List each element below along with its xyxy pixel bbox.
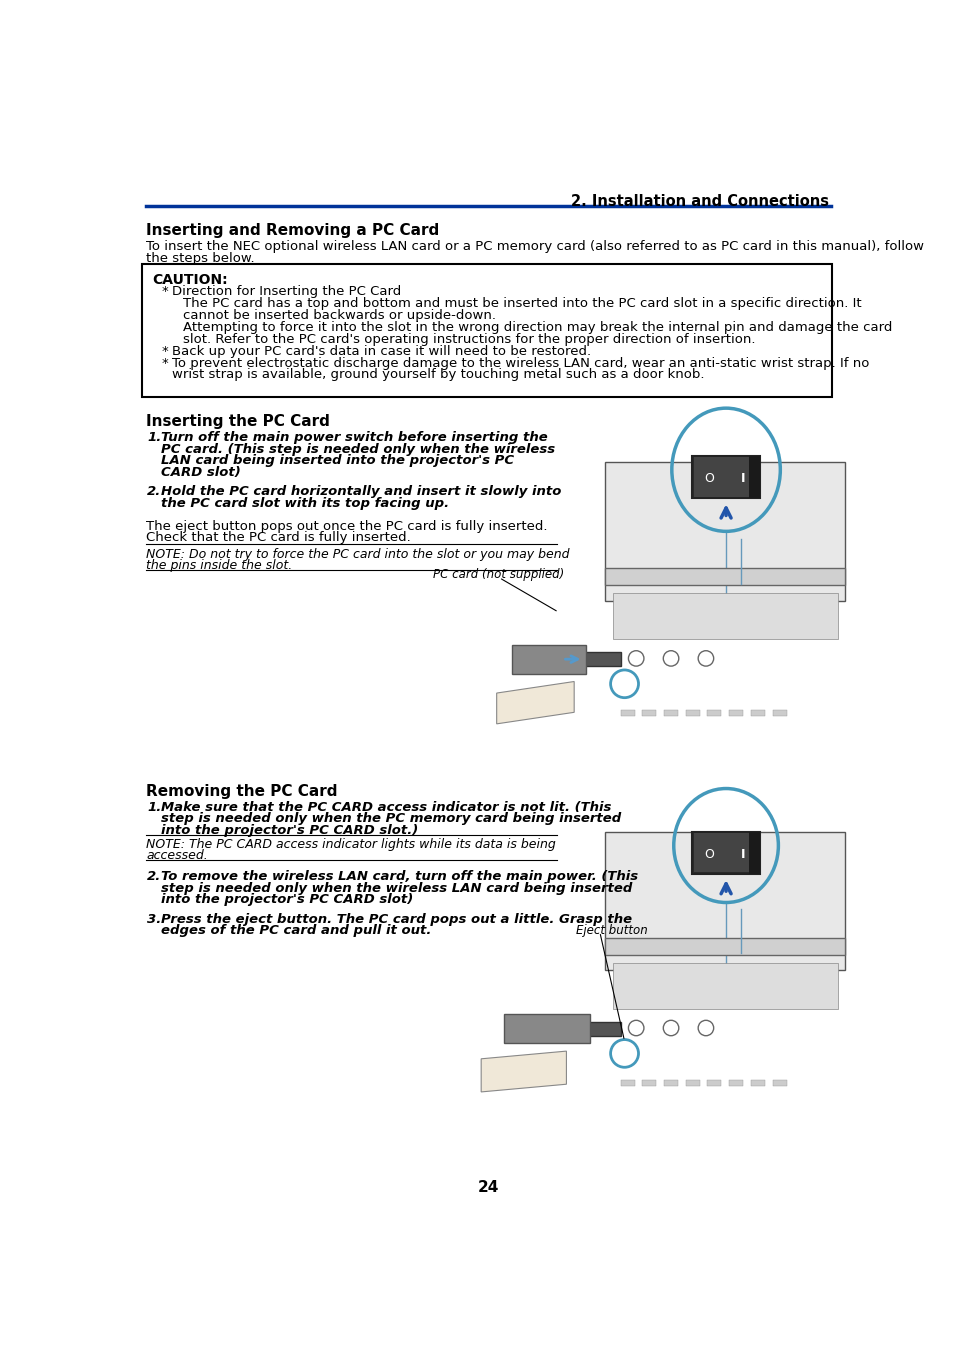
Bar <box>612 593 837 639</box>
Bar <box>663 710 678 716</box>
Bar <box>604 832 844 971</box>
Bar <box>750 1080 764 1085</box>
Text: PC card. (This step is needed only when the wireless: PC card. (This step is needed only when … <box>161 442 555 456</box>
Text: Make sure that the PC CARD access indicator is not lit. (This: Make sure that the PC CARD access indica… <box>161 801 611 814</box>
Text: 1.: 1. <box>147 431 161 445</box>
Bar <box>772 1080 785 1085</box>
Text: wrist strap is available, ground yourself by touching metal such as a door knob.: wrist strap is available, ground yoursel… <box>172 368 703 381</box>
Text: CARD slot): CARD slot) <box>161 466 240 479</box>
Text: NOTE: Do not try to force the PC card into the slot or you may bend: NOTE: Do not try to force the PC card in… <box>146 547 569 561</box>
Bar <box>685 710 699 716</box>
Polygon shape <box>480 1051 566 1092</box>
Text: *: * <box>161 284 168 298</box>
Bar <box>578 1022 620 1035</box>
Polygon shape <box>497 682 574 724</box>
Bar <box>578 652 620 666</box>
Text: accessed.: accessed. <box>146 849 208 863</box>
Text: CAUTION:: CAUTION: <box>152 272 227 287</box>
Bar <box>604 462 844 601</box>
Text: To prevent electrostatic discharge damage to the wireless LAN card, wear an anti: To prevent electrostatic discharge damag… <box>172 357 868 369</box>
Text: 1.: 1. <box>147 801 161 814</box>
Text: Turn off the main power switch before inserting the: Turn off the main power switch before in… <box>161 431 547 445</box>
Bar <box>728 710 742 716</box>
Bar <box>728 1080 742 1085</box>
Bar <box>641 1080 656 1085</box>
Text: NOTE: The PC CARD access indicator lights while its data is being: NOTE: The PC CARD access indicator light… <box>146 838 556 851</box>
Text: Inserting the PC Card: Inserting the PC Card <box>146 414 330 429</box>
Bar <box>604 569 844 585</box>
Text: the pins inside the slot.: the pins inside the slot. <box>146 559 293 572</box>
Text: To remove the wireless LAN card, turn off the main power. (This: To remove the wireless LAN card, turn of… <box>161 871 638 883</box>
Text: O: O <box>703 472 713 485</box>
Text: *: * <box>161 345 168 359</box>
Bar <box>620 1080 634 1085</box>
Text: PC card (not supplied): PC card (not supplied) <box>433 569 564 581</box>
Text: I: I <box>740 848 744 861</box>
Bar <box>772 710 785 716</box>
Bar <box>685 1080 699 1085</box>
Text: 2. Installation and Connections: 2. Installation and Connections <box>571 194 828 209</box>
Text: Removing the PC Card: Removing the PC Card <box>146 785 337 799</box>
Text: 24: 24 <box>477 1180 499 1194</box>
Bar <box>693 457 748 496</box>
Text: into the projector's PC CARD slot.): into the projector's PC CARD slot.) <box>161 824 418 837</box>
Text: The eject button pops out once the PC card is fully inserted.: The eject button pops out once the PC ca… <box>146 520 547 532</box>
Text: slot. Refer to the PC card's operating instructions for the proper direction of : slot. Refer to the PC card's operating i… <box>183 333 755 345</box>
Text: step is needed only when the PC memory card being inserted: step is needed only when the PC memory c… <box>161 813 620 825</box>
Bar <box>691 456 760 499</box>
Polygon shape <box>748 456 760 499</box>
Text: O: O <box>703 848 713 861</box>
Text: 3.: 3. <box>147 913 161 926</box>
Bar <box>641 710 656 716</box>
Text: the steps below.: the steps below. <box>146 252 254 264</box>
Text: The PC card has a top and bottom and must be inserted into the PC card slot in a: The PC card has a top and bottom and mus… <box>183 298 861 310</box>
Text: 2.: 2. <box>147 871 161 883</box>
Text: Press the eject button. The PC card pops out a little. Grasp the: Press the eject button. The PC card pops… <box>161 913 632 926</box>
Text: I: I <box>740 472 744 485</box>
Text: Inserting and Removing a PC Card: Inserting and Removing a PC Card <box>146 224 439 239</box>
Text: LAN card being inserted into the projector's PC: LAN card being inserted into the project… <box>161 454 514 468</box>
Bar <box>663 1080 678 1085</box>
Text: 2.: 2. <box>147 485 161 499</box>
Bar <box>691 832 760 874</box>
Text: Back up your PC card's data in case it will need to be restored.: Back up your PC card's data in case it w… <box>172 345 591 359</box>
Bar <box>750 710 764 716</box>
Bar <box>504 1014 589 1043</box>
Text: Check that the PC card is fully inserted.: Check that the PC card is fully inserted… <box>146 531 411 545</box>
Bar <box>693 833 748 872</box>
Bar <box>707 710 720 716</box>
Text: Attempting to force it into the slot in the wrong direction may break the intern: Attempting to force it into the slot in … <box>183 321 891 334</box>
Text: step is needed only when the wireless LAN card being inserted: step is needed only when the wireless LA… <box>161 882 632 895</box>
Polygon shape <box>748 832 760 874</box>
Bar <box>512 644 585 674</box>
Text: the PC card slot with its top facing up.: the PC card slot with its top facing up. <box>161 496 449 510</box>
Bar <box>620 710 634 716</box>
Text: *: * <box>161 357 168 369</box>
FancyBboxPatch shape <box>142 264 831 396</box>
Text: Eject button: Eject button <box>576 925 648 937</box>
Text: into the projector's PC CARD slot): into the projector's PC CARD slot) <box>161 894 413 906</box>
Text: cannot be inserted backwards or upside-down.: cannot be inserted backwards or upside-d… <box>183 309 496 322</box>
Bar <box>707 1080 720 1085</box>
Bar <box>604 938 844 954</box>
Text: To insert the NEC optional wireless LAN card or a PC memory card (also referred : To insert the NEC optional wireless LAN … <box>146 240 923 253</box>
Text: edges of the PC card and pull it out.: edges of the PC card and pull it out. <box>161 925 431 937</box>
Bar <box>612 962 837 1008</box>
Text: Hold the PC card horizontally and insert it slowly into: Hold the PC card horizontally and insert… <box>161 485 561 499</box>
Text: Direction for Inserting the PC Card: Direction for Inserting the PC Card <box>172 284 401 298</box>
